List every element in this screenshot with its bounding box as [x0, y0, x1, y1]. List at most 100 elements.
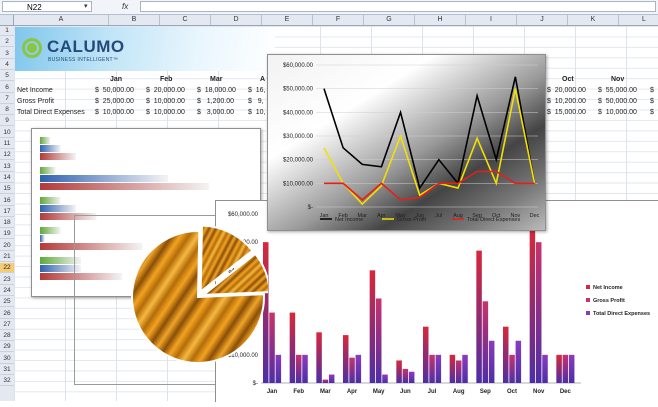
row-header-22[interactable]: 22 — [0, 263, 14, 274]
bar — [402, 368, 409, 383]
cell-value[interactable]: $ — [650, 87, 654, 94]
row-header-28[interactable]: 28 — [0, 331, 14, 342]
row-header-9[interactable]: 9 — [0, 116, 14, 127]
cell-value[interactable]: $ 50,000.00 — [95, 87, 134, 94]
y-tick-label: $60,000.00 — [283, 63, 314, 69]
legend-label: Gross Profit — [397, 217, 427, 223]
cell-value[interactable]: $ 20,000.00 — [146, 87, 185, 94]
cell-value[interactable]: $ 15,000.00 — [547, 109, 586, 116]
x-tick-label: Nov — [510, 213, 520, 219]
column-header-k[interactable]: K — [568, 15, 619, 25]
pie-chart[interactable] — [128, 192, 268, 382]
row-header-3[interactable]: 3 — [0, 49, 14, 59]
row-header-29[interactable]: 29 — [0, 342, 14, 353]
row-header-8[interactable]: 8 — [0, 105, 14, 116]
column-header-b[interactable]: B — [109, 15, 160, 25]
name-box[interactable]: N22 — [2, 1, 92, 12]
legend-label: Net Income — [593, 285, 623, 291]
row-header-17[interactable]: 17 — [0, 207, 14, 217]
pie-slice — [199, 224, 254, 294]
row-header-12[interactable]: 12 — [0, 150, 14, 161]
column-header-i[interactable]: I — [466, 15, 517, 25]
row-header-25[interactable]: 25 — [0, 297, 14, 308]
cell-value[interactable]: $ 10,200.00 — [547, 98, 586, 105]
line-svg: $- $10,000.00 $20,000.00 $30,000.00 $40,000.… — [268, 55, 545, 230]
cell-value[interactable]: $ 10,000.00 — [598, 109, 637, 116]
name-box-dropdown-icon[interactable]: ▾ — [84, 3, 88, 10]
row-header-23[interactable]: 23 — [0, 275, 14, 285]
row-header-21[interactable]: 21 — [0, 252, 14, 262]
row-header-6[interactable]: 6 — [0, 83, 14, 93]
cell-value[interactable]: $ 1,200.00 — [197, 98, 234, 105]
function-icon[interactable]: fx — [122, 2, 129, 11]
bar — [562, 354, 569, 383]
cell-value[interactable]: $ 55,000.00 — [598, 87, 637, 94]
row-label-net-income: Net Income — [17, 87, 53, 94]
row-header-26[interactable]: 26 — [0, 309, 14, 319]
x-tick-label: Jul — [428, 389, 437, 395]
column-header-c[interactable]: C — [160, 15, 211, 25]
bar — [449, 354, 456, 383]
bar — [275, 354, 282, 383]
row-header-13[interactable]: 13 — [0, 162, 14, 172]
column-header-g[interactable]: G — [364, 15, 415, 25]
row-header-20[interactable]: 20 — [0, 241, 14, 251]
column-header-d[interactable]: D — [211, 15, 262, 25]
bar — [316, 332, 322, 383]
column-header-a[interactable]: A — [14, 15, 109, 25]
x-tick-label: Aug — [453, 389, 465, 395]
cell-value[interactable]: $ 25,000.00 — [95, 98, 134, 105]
line-chart[interactable]: $- $10,000.00 $20,000.00 $30,000.00 $40,000.… — [267, 54, 546, 231]
column-header-h[interactable]: H — [415, 15, 466, 25]
formula-input[interactable] — [140, 1, 656, 12]
column-header-l[interactable]: L — [619, 15, 658, 25]
row-header-31[interactable]: 31 — [0, 365, 14, 375]
row-header-19[interactable]: 19 — [0, 229, 14, 240]
cell-value[interactable]: $ 9, — [248, 98, 264, 105]
row-header-11[interactable]: 11 — [0, 139, 14, 149]
row-header-18[interactable]: 18 — [0, 218, 14, 229]
cell-value[interactable]: $ 10,000.00 — [146, 98, 185, 105]
column-header-j[interactable]: J — [517, 15, 568, 25]
line-series-2 — [324, 170, 535, 201]
row-header-14[interactable]: 14 — [0, 173, 14, 183]
cell-value[interactable]: $ 10,000.00 — [146, 109, 185, 116]
cell-value[interactable]: $ — [650, 98, 654, 105]
row-header-15[interactable]: 15 — [0, 184, 14, 195]
x-tick-label: Mar — [320, 389, 331, 395]
y-tick-label: $20,000.00 — [283, 158, 314, 164]
x-tick-label: Apr — [377, 213, 386, 219]
x-tick-label: Feb — [338, 213, 347, 219]
bar — [322, 379, 329, 383]
cell-value[interactable]: $ 3,000.00 — [197, 109, 234, 116]
row-header-5[interactable]: 5 — [0, 71, 14, 82]
cell-value[interactable]: $ 16, — [248, 87, 266, 94]
row-header-2[interactable]: 2 — [0, 37, 14, 48]
row-header-4[interactable]: 4 — [0, 60, 14, 70]
x-tick-label: Aug — [453, 213, 463, 219]
row-header-16[interactable]: 16 — [0, 196, 14, 206]
column-header-e[interactable]: E — [262, 15, 313, 25]
row-header-7[interactable]: 7 — [0, 94, 14, 104]
cell-value[interactable]: $ 10,000.00 — [95, 109, 134, 116]
x-tick-label: Mar — [358, 213, 368, 219]
row-header-24[interactable]: 24 — [0, 286, 14, 296]
cell-value[interactable]: $ 18,000.00 — [197, 87, 236, 94]
line-chart-background — [268, 55, 545, 230]
select-all-corner[interactable] — [0, 15, 14, 25]
row-header-32[interactable]: 32 — [0, 376, 14, 387]
formula-bar: N22 ▾ fx — [0, 0, 658, 15]
row-header-10[interactable]: 10 — [0, 128, 14, 138]
hbar — [40, 273, 122, 280]
month-header-mar: Mar — [210, 76, 223, 83]
cell-value[interactable]: $ 10, — [248, 109, 266, 116]
row-header-30[interactable]: 30 — [0, 354, 14, 364]
column-header-f[interactable]: F — [313, 15, 364, 25]
row-header-27[interactable]: 27 — [0, 320, 14, 330]
cell-value[interactable]: $ 20,000.00 — [547, 87, 586, 94]
cell-value[interactable]: $ — [650, 109, 654, 116]
legend-swatch — [586, 311, 590, 315]
cell-value[interactable]: $ 50,000.00 — [598, 98, 637, 105]
row-header-1[interactable]: 1 — [0, 26, 14, 36]
hbar — [40, 175, 169, 182]
